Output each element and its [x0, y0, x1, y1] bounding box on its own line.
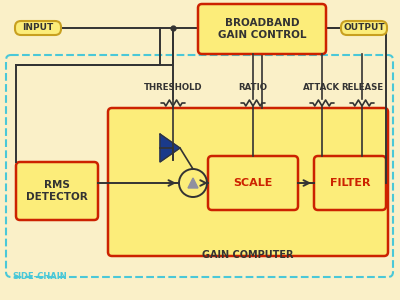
- FancyBboxPatch shape: [15, 21, 61, 35]
- FancyBboxPatch shape: [208, 156, 298, 210]
- FancyBboxPatch shape: [198, 4, 326, 54]
- Text: BROADBAND
GAIN CONTROL: BROADBAND GAIN CONTROL: [218, 18, 306, 40]
- FancyBboxPatch shape: [314, 156, 386, 210]
- Text: RELEASE: RELEASE: [341, 83, 383, 92]
- FancyBboxPatch shape: [341, 21, 387, 35]
- Polygon shape: [188, 178, 198, 188]
- Circle shape: [179, 169, 207, 197]
- Polygon shape: [160, 134, 180, 162]
- Text: INPUT: INPUT: [22, 23, 54, 32]
- FancyBboxPatch shape: [6, 55, 393, 277]
- Text: ATTACK: ATTACK: [304, 83, 340, 92]
- Text: THRESHOLD: THRESHOLD: [144, 83, 202, 92]
- FancyBboxPatch shape: [16, 162, 98, 220]
- Text: SIDE-CHAIN: SIDE-CHAIN: [12, 272, 67, 281]
- Text: SCALE: SCALE: [233, 178, 273, 188]
- Text: RMS
DETECTOR: RMS DETECTOR: [26, 180, 88, 202]
- Text: RATIO: RATIO: [238, 83, 268, 92]
- Text: GAIN COMPUTER: GAIN COMPUTER: [202, 250, 294, 260]
- FancyBboxPatch shape: [108, 108, 388, 256]
- Text: OUTPUT: OUTPUT: [343, 23, 385, 32]
- Text: FILTER: FILTER: [330, 178, 370, 188]
